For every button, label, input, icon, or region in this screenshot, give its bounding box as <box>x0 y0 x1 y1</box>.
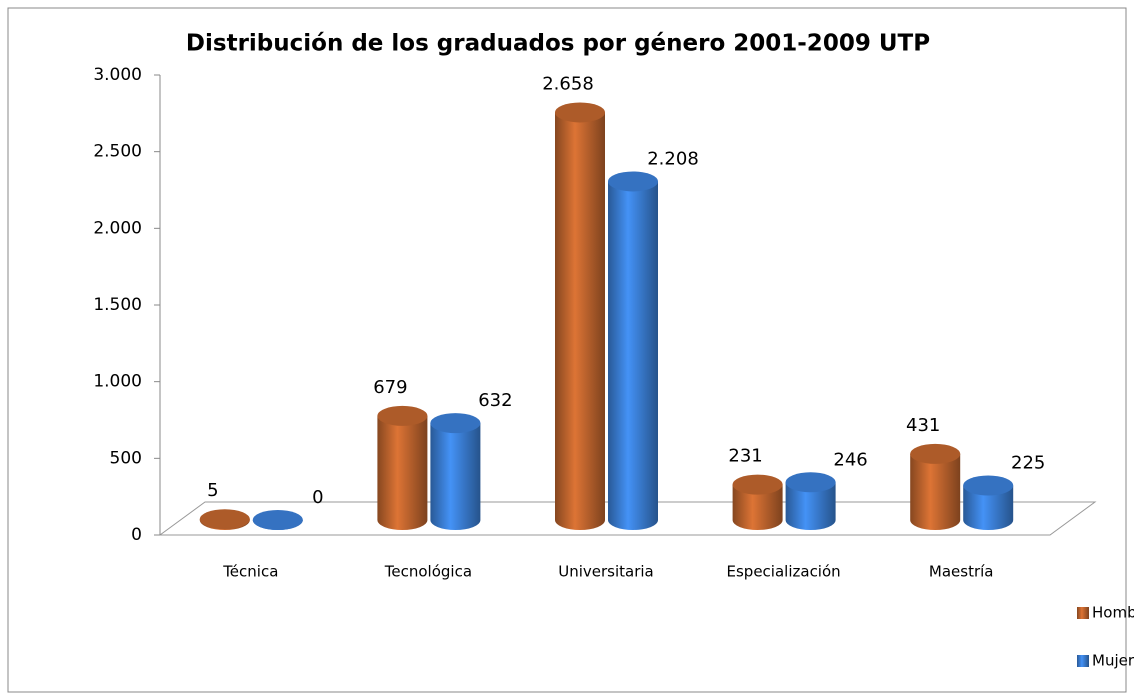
bar-cap <box>963 475 1014 496</box>
x-tick-label: Especialización <box>727 563 841 581</box>
y-tick-label: 0 <box>131 525 142 545</box>
bar-cap <box>732 474 783 495</box>
y-tick-label: 1.000 <box>93 372 142 392</box>
bar <box>732 484 783 530</box>
legend-label: Hombres <box>1092 604 1134 622</box>
legend-label: Mujeres <box>1092 652 1134 670</box>
value-label: 2.208 <box>647 148 699 169</box>
y-tick-label: 2.000 <box>93 218 142 238</box>
bar-cap <box>199 509 250 530</box>
value-label: 225 <box>1011 453 1045 474</box>
legend-swatch <box>1077 607 1089 619</box>
bar-cap <box>430 413 481 434</box>
value-label: 231 <box>728 446 762 467</box>
value-label: 246 <box>833 449 867 470</box>
bar <box>910 453 961 530</box>
value-label: 2.658 <box>542 73 594 94</box>
bar <box>963 485 1014 530</box>
y-tick-label: 2.500 <box>93 142 142 162</box>
bar-cap <box>252 510 303 530</box>
x-tick-label: Técnica <box>222 563 278 581</box>
value-label: 431 <box>906 415 940 436</box>
value-label: 5 <box>207 480 218 501</box>
bar <box>555 112 605 530</box>
legend-swatch <box>1077 655 1089 667</box>
bar-cap <box>910 443 961 464</box>
x-tick-label: Universitaria <box>558 563 654 581</box>
value-label: 632 <box>478 390 512 411</box>
y-tick-label: 1.500 <box>93 295 142 315</box>
bar-cap <box>785 472 836 493</box>
x-tick-label: Maestría <box>929 563 994 581</box>
value-label: 0 <box>312 487 323 508</box>
bar-cap <box>377 405 428 426</box>
bar-cap <box>608 171 658 192</box>
y-tick-label: 500 <box>110 448 142 468</box>
bar <box>608 181 658 530</box>
y-tick-label: 3.000 <box>93 65 142 85</box>
value-label: 679 <box>373 377 407 398</box>
bar <box>377 415 428 530</box>
x-tick-label: Tecnológica <box>384 563 472 581</box>
bar <box>785 482 836 530</box>
bar-cap <box>555 102 605 123</box>
chart-title: Distribución de los graduados por género… <box>186 31 930 57</box>
bar <box>430 423 481 530</box>
